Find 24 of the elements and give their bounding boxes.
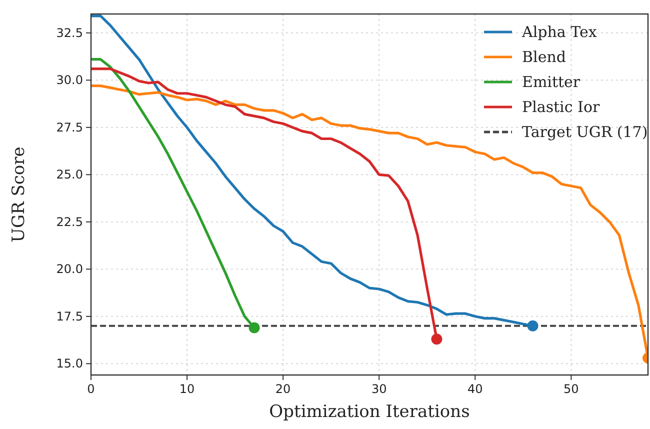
legend-label: Emitter <box>522 73 581 91</box>
x-tick-label: 40 <box>467 382 483 396</box>
y-tick-label: 17.5 <box>56 309 83 324</box>
x-tick-label: 10 <box>179 382 195 396</box>
legend-label: Plastic Ior <box>522 98 600 116</box>
y-tick-label: 15.0 <box>56 356 83 371</box>
y-tick-label: 20.0 <box>56 262 83 276</box>
x-tick-label: 0 <box>87 382 95 396</box>
y-tick-label: 30.0 <box>56 73 83 88</box>
y-tick-label: 27.5 <box>56 120 83 134</box>
point <box>527 320 538 332</box>
point <box>431 334 442 345</box>
legend-label: Alpha Tex <box>521 23 598 41</box>
y-tick-label: 22.5 <box>56 214 83 229</box>
y-tick-label: 32.5 <box>56 26 83 40</box>
legend-label: Blend <box>522 48 566 66</box>
x-tick-label: 20 <box>275 382 291 396</box>
x-tick-label: 50 <box>564 382 579 396</box>
point <box>248 322 260 334</box>
y-tick-label: 25.0 <box>56 168 83 182</box>
legend-label: Target UGR (17) <box>522 123 648 141</box>
y-axis-title: UGR Score <box>9 146 29 242</box>
x-tick-label: 30 <box>371 382 387 396</box>
x-axis-title: Optimization Iterations <box>269 402 470 422</box>
